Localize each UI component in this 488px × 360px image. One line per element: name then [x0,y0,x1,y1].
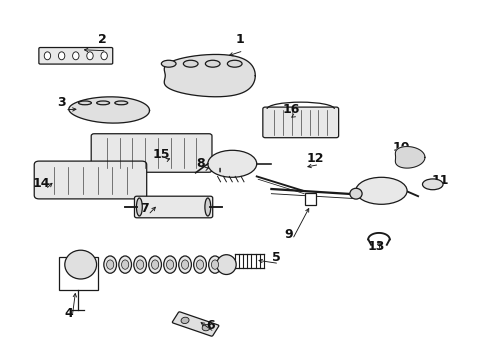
Ellipse shape [211,260,218,269]
Ellipse shape [355,177,406,204]
Text: 8: 8 [196,157,204,170]
Text: 15: 15 [152,148,170,161]
Ellipse shape [166,260,173,269]
Ellipse shape [97,101,109,105]
Bar [59,257,98,290]
Ellipse shape [122,260,128,269]
FancyBboxPatch shape [34,161,146,199]
Ellipse shape [193,256,206,273]
Polygon shape [304,193,316,205]
Ellipse shape [79,101,91,105]
Ellipse shape [58,52,65,60]
FancyBboxPatch shape [91,134,212,172]
Ellipse shape [103,256,116,273]
FancyBboxPatch shape [172,312,219,336]
Text: 5: 5 [271,251,280,264]
Text: 14: 14 [33,177,50,190]
FancyBboxPatch shape [39,48,112,64]
Ellipse shape [115,101,127,105]
Ellipse shape [64,250,96,279]
Ellipse shape [101,52,107,60]
Ellipse shape [349,188,361,199]
Ellipse shape [119,256,131,273]
Text: 16: 16 [282,103,299,116]
Ellipse shape [181,260,188,269]
Text: 9: 9 [284,228,292,240]
Ellipse shape [183,60,198,67]
Ellipse shape [86,52,93,60]
Text: 7: 7 [140,202,148,215]
Text: 2: 2 [98,33,107,46]
Ellipse shape [44,52,51,60]
Text: 3: 3 [57,96,65,109]
Polygon shape [395,147,424,168]
Text: 13: 13 [367,240,385,253]
Text: 6: 6 [205,319,214,332]
Ellipse shape [136,198,142,216]
Ellipse shape [202,324,210,331]
Ellipse shape [151,260,159,269]
Ellipse shape [422,179,442,190]
Text: 4: 4 [64,307,73,320]
Text: 12: 12 [306,152,324,165]
FancyBboxPatch shape [263,107,338,138]
Polygon shape [164,54,255,97]
Ellipse shape [216,255,236,274]
Ellipse shape [227,60,242,67]
Text: 1: 1 [235,33,244,46]
Ellipse shape [204,198,210,216]
Ellipse shape [208,256,221,273]
Text: 11: 11 [430,174,448,186]
Ellipse shape [148,256,161,273]
Text: 10: 10 [391,141,409,154]
Ellipse shape [134,256,146,273]
Ellipse shape [163,256,176,273]
FancyBboxPatch shape [134,196,212,218]
Ellipse shape [207,150,256,177]
Ellipse shape [106,260,114,269]
Ellipse shape [72,52,79,60]
Ellipse shape [136,260,143,269]
Ellipse shape [178,256,191,273]
Ellipse shape [161,60,176,67]
Ellipse shape [205,60,220,67]
Ellipse shape [181,317,189,324]
Ellipse shape [196,260,203,269]
Polygon shape [69,97,149,123]
